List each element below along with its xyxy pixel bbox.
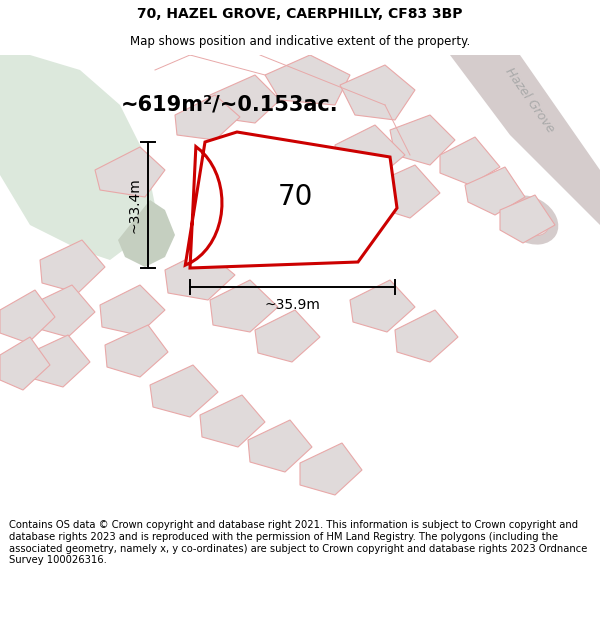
- Polygon shape: [118, 200, 175, 267]
- Ellipse shape: [511, 204, 548, 236]
- Text: 70, HAZEL GROVE, CAERPHILLY, CF83 3BP: 70, HAZEL GROVE, CAERPHILLY, CF83 3BP: [137, 7, 463, 21]
- Polygon shape: [375, 165, 440, 218]
- Polygon shape: [105, 325, 168, 377]
- Polygon shape: [210, 280, 278, 332]
- Polygon shape: [185, 132, 397, 268]
- Polygon shape: [210, 75, 280, 123]
- Polygon shape: [265, 55, 350, 105]
- Text: ~619m²/~0.153ac.: ~619m²/~0.153ac.: [121, 95, 339, 115]
- Polygon shape: [40, 240, 105, 293]
- Text: Hazel Grove: Hazel Grove: [503, 65, 557, 135]
- Polygon shape: [165, 250, 235, 300]
- Polygon shape: [0, 337, 50, 390]
- Polygon shape: [25, 335, 90, 387]
- Ellipse shape: [502, 196, 559, 244]
- Polygon shape: [500, 195, 555, 243]
- Polygon shape: [390, 115, 455, 165]
- Polygon shape: [200, 395, 265, 447]
- Text: ~33.4m: ~33.4m: [127, 177, 141, 233]
- Polygon shape: [100, 285, 165, 335]
- Polygon shape: [340, 65, 415, 120]
- Polygon shape: [0, 290, 55, 343]
- Text: Map shows position and indicative extent of the property.: Map shows position and indicative extent…: [130, 35, 470, 48]
- Polygon shape: [395, 310, 458, 362]
- Text: Contains OS data © Crown copyright and database right 2021. This information is : Contains OS data © Crown copyright and d…: [9, 521, 587, 565]
- Polygon shape: [30, 285, 95, 337]
- Polygon shape: [150, 365, 218, 417]
- Polygon shape: [440, 137, 500, 185]
- Polygon shape: [465, 167, 525, 215]
- Polygon shape: [255, 310, 320, 362]
- Text: 70: 70: [277, 183, 313, 211]
- Polygon shape: [335, 125, 405, 180]
- Polygon shape: [0, 55, 155, 260]
- Text: ~35.9m: ~35.9m: [265, 298, 320, 312]
- Polygon shape: [300, 443, 362, 495]
- Polygon shape: [175, 95, 240, 140]
- Polygon shape: [350, 280, 415, 332]
- Polygon shape: [248, 420, 312, 472]
- Polygon shape: [95, 147, 165, 197]
- Polygon shape: [450, 55, 600, 225]
